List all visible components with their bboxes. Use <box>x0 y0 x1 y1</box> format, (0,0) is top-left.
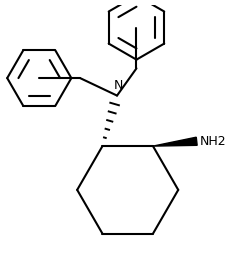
Polygon shape <box>153 137 197 146</box>
Text: N: N <box>113 79 123 92</box>
Text: NH2: NH2 <box>200 135 226 148</box>
